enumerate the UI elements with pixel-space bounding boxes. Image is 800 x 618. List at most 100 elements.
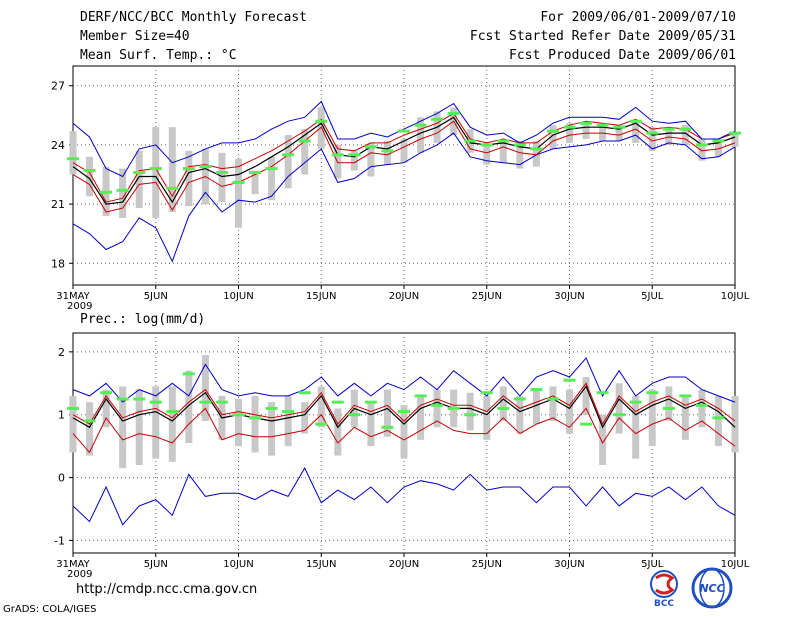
- spread-bar: [201, 355, 209, 421]
- spread-bar: [582, 121, 590, 139]
- precip-title: Prec.: log(mm/d): [80, 312, 205, 327]
- obs-marker: [149, 167, 162, 171]
- spread-bar: [400, 405, 408, 459]
- obs-marker: [133, 171, 146, 175]
- obs-marker: [348, 153, 361, 157]
- y-tick-label: 21: [51, 198, 65, 211]
- obs-marker: [265, 406, 278, 410]
- obs-marker: [182, 372, 195, 376]
- obs-marker: [414, 394, 427, 398]
- spread-bar: [185, 150, 193, 207]
- x-tick-label: 5JUL: [641, 559, 664, 570]
- spread-bar: [665, 127, 673, 145]
- x-tick-label: 15JUN: [306, 559, 336, 570]
- spread-bar: [483, 395, 491, 440]
- obs-marker: [398, 129, 410, 133]
- spread-bar: [119, 386, 127, 469]
- obs-marker: [596, 391, 609, 395]
- precipitation-panel: 31MAY 5JUN 10JUN 15JUN 20JUN 25JUN 30JUN 5JUL 10…: [54, 332, 750, 580]
- obs-marker: [83, 169, 96, 173]
- spread-bar: [350, 150, 358, 171]
- y-tick-label: 2: [58, 346, 65, 359]
- spread-bar: [135, 150, 143, 209]
- obs-marker: [199, 165, 212, 169]
- obs-marker: [116, 397, 129, 401]
- forecast-period-label: For 2009/06/01-2009/07/10: [540, 10, 736, 25]
- series-ens_max: [72, 357, 736, 403]
- spread-bar: [235, 158, 242, 228]
- obs-marker: [348, 413, 361, 417]
- obs-marker: [116, 188, 129, 192]
- spread-bar: [499, 139, 507, 163]
- spread-bar: [218, 152, 226, 203]
- spread-bar: [582, 377, 590, 415]
- obs-marker: [563, 125, 576, 129]
- spread-bar: [367, 402, 375, 447]
- obs-marker: [530, 388, 543, 392]
- spread-bar: [648, 127, 656, 151]
- x-tick-label: 20JUN: [389, 291, 419, 302]
- x-tick-label: 30JUN: [554, 559, 584, 570]
- spread-bar: [615, 383, 623, 434]
- obs-marker: [215, 400, 228, 404]
- spread-bar: [251, 395, 259, 453]
- x-tick-label: 30JUN: [554, 291, 584, 302]
- obs-marker: [315, 119, 328, 123]
- obs-marker: [166, 186, 179, 190]
- spread-bar: [367, 142, 375, 177]
- spread-bar: [417, 395, 425, 440]
- spread-bar: [168, 386, 176, 462]
- obs-marker: [298, 139, 311, 143]
- series-upper: [72, 382, 736, 426]
- y-tick-label: 0: [58, 472, 65, 485]
- obs-marker: [497, 139, 510, 143]
- obs-marker: [629, 400, 642, 404]
- x-tick-label: 5JUN: [144, 291, 168, 302]
- spread-bar: [516, 140, 524, 169]
- obs-marker: [414, 123, 427, 127]
- obs-marker: [249, 416, 262, 420]
- member-size-label: Member Size=40: [80, 29, 190, 44]
- obs-marker: [464, 413, 477, 417]
- obs-marker: [447, 406, 460, 410]
- y-tick-label: -1: [54, 534, 65, 547]
- spread-bar: [681, 395, 689, 440]
- spread-bar: [383, 140, 391, 165]
- obs-marker: [298, 391, 311, 395]
- spread-bar: [483, 142, 491, 165]
- spread-bar: [284, 135, 292, 189]
- obs-marker: [563, 378, 576, 382]
- obs-marker: [480, 143, 493, 147]
- obs-marker: [431, 403, 444, 407]
- spread-bar: [615, 125, 623, 141]
- spread-bar: [69, 131, 77, 175]
- series-lower: [72, 407, 736, 454]
- spread-bar: [251, 170, 259, 195]
- spread-bar: [119, 168, 127, 218]
- spread-bar: [417, 117, 425, 153]
- obs-marker: [513, 143, 526, 147]
- spread-bar: [152, 386, 160, 459]
- spread-bar: [86, 156, 94, 197]
- ncc-logo-text: NCC: [699, 582, 724, 595]
- spread-bar: [69, 395, 77, 453]
- spread-bar: [566, 123, 573, 143]
- x-tick-label: 15JUN: [306, 291, 336, 302]
- x-tick-label: 5JUL: [641, 291, 664, 302]
- obs-marker: [215, 171, 228, 175]
- bcc-logo: BCC: [650, 570, 678, 608]
- source-url[interactable]: http://cmdp.ncc.cma.gov.cn: [76, 582, 258, 597]
- spread-bar: [102, 389, 110, 428]
- ncc-logo: NCC: [691, 567, 733, 609]
- spread-bar: [599, 414, 607, 465]
- x-tick-label: 31MAY: [56, 559, 90, 570]
- chart-title: DERF/NCC/BCC Monthly Forecast: [80, 10, 307, 25]
- spread-bar: [731, 133, 739, 147]
- spread-bar: [648, 389, 656, 447]
- spread-bar: [301, 402, 309, 434]
- obs-marker: [729, 131, 741, 135]
- obs-marker: [232, 180, 245, 184]
- spread-bar: [698, 139, 706, 161]
- obs-marker: [580, 422, 593, 426]
